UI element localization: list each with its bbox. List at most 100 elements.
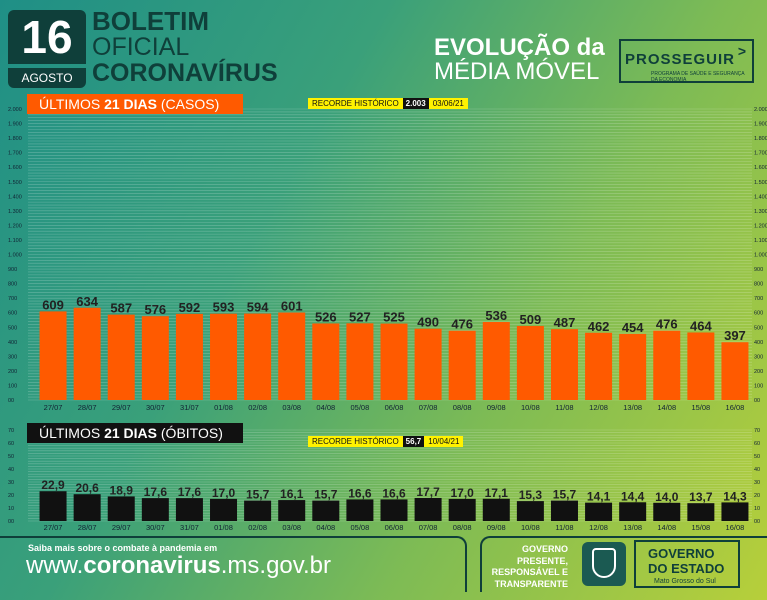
cases-category-label: 09/08 xyxy=(487,403,506,412)
cases-category-label: 05/08 xyxy=(351,403,370,412)
cases-category-label: 30/07 xyxy=(146,403,165,412)
deaths-bar xyxy=(721,502,749,521)
deaths-ytick-left: 00 xyxy=(8,519,14,525)
cases-category-label: 16/08 xyxy=(726,403,745,412)
footer-saiba-text: Saiba mais sobre o combate à pandemia em xyxy=(28,543,218,553)
deaths-bar-label: 17,1 xyxy=(485,486,509,500)
cases-chart-label: ÚLTIMOS 21 DIAS (CASOS) xyxy=(27,94,243,114)
cases-category-label: 02/08 xyxy=(248,403,267,412)
cases-category-label: 12/08 xyxy=(589,403,608,412)
cases-record-date: 03/06/21 xyxy=(428,98,468,109)
deaths-bar xyxy=(653,502,681,521)
deaths-category-label: 16/08 xyxy=(726,523,745,532)
cases-ytick-left: 1.400 xyxy=(8,194,22,200)
deaths-bar xyxy=(312,500,340,521)
cases-ytick-right: 400 xyxy=(754,340,763,346)
cases-bar xyxy=(141,316,169,400)
cases-ytick-left: 600 xyxy=(8,311,17,317)
cases-category-label: 10/08 xyxy=(521,403,540,412)
cases-bar-label: 487 xyxy=(554,315,576,330)
deaths-bar xyxy=(346,499,374,521)
date-month: AGOSTO xyxy=(8,68,86,88)
cases-bar xyxy=(653,330,681,400)
cases-ytick-right: 900 xyxy=(754,267,763,273)
cases-bar-label: 476 xyxy=(656,317,678,332)
cases-record: RECORDE HISTÓRICO 2.003 03/06/21 xyxy=(308,98,468,109)
deaths-record: RECORDE HISTÓRICO 56,7 10/04/21 xyxy=(308,436,464,447)
government-logo: GOVERNO DO ESTADO Mato Grosso do Sul xyxy=(634,540,740,588)
tagline-line-2: PRESENTE, xyxy=(516,555,568,566)
cases-ytick-right: 1.000 xyxy=(754,253,767,259)
cases-label-suffix: (CASOS) xyxy=(157,96,220,112)
footer-website: Saiba mais sobre o combate à pandemia em… xyxy=(0,536,467,592)
deaths-category-label: 04/08 xyxy=(316,523,335,532)
cases-ytick-left: 1.500 xyxy=(8,180,22,186)
cases-category-label: 28/07 xyxy=(78,403,97,412)
deaths-bar xyxy=(380,499,408,521)
cases-record-label: RECORDE HISTÓRICO xyxy=(308,98,403,109)
cases-bar-label: 476 xyxy=(451,317,473,332)
cases-bar-label: 576 xyxy=(144,302,166,317)
deaths-ytick-left: 50 xyxy=(8,454,14,460)
deaths-label-suffix: (ÓBITOS) xyxy=(157,425,223,441)
cases-ytick-left: 800 xyxy=(8,282,17,288)
section-title-line-2: MÉDIA MÓVEL xyxy=(434,58,600,85)
tagline-line-1: GOVERNO xyxy=(521,544,568,554)
cases-ytick-left: 00 xyxy=(8,398,14,404)
deaths-ytick-left: 60 xyxy=(8,441,14,447)
cases-ytick-left: 100 xyxy=(8,383,17,389)
deaths-bar-label: 17,6 xyxy=(178,485,202,499)
footer-government: GOVERNO PRESENTE, RESPONSÁVEL E TRANSPAR… xyxy=(480,536,767,592)
cases-ytick-right: 1.500 xyxy=(754,180,767,186)
cases-bar xyxy=(414,328,442,400)
cases-ytick-right: 1.900 xyxy=(754,122,767,128)
cases-ytick-left: 1.300 xyxy=(8,209,22,215)
gov-line-1: GOVERNO xyxy=(648,546,715,561)
cases-bar xyxy=(380,323,408,400)
cases-bar xyxy=(585,332,613,400)
title-line-3: CORONAVÍRUS xyxy=(92,59,278,87)
cases-bar-label: 527 xyxy=(349,309,371,324)
cases-category-label: 31/07 xyxy=(180,403,199,412)
prosseguir-logo: PROSSEGUIR > PROGRAMA DE SAÚDE E SEGURAN… xyxy=(619,39,754,83)
deaths-bar-label: 15,7 xyxy=(553,488,577,502)
cases-bar xyxy=(346,323,374,400)
cases-bar xyxy=(687,332,715,400)
cases-ytick-right: 1.800 xyxy=(754,136,767,142)
cases-ytick-right: 500 xyxy=(754,325,763,331)
deaths-bar-label: 14,3 xyxy=(723,489,747,503)
deaths-bar xyxy=(482,498,510,521)
cases-category-label: 15/08 xyxy=(691,403,710,412)
cases-ytick-left: 1.100 xyxy=(8,238,22,244)
deaths-ytick-right: 70 xyxy=(754,428,760,434)
deaths-bar-label: 17,0 xyxy=(212,486,236,500)
cases-category-label: 14/08 xyxy=(657,403,676,412)
title-line-2: OFICIAL xyxy=(92,33,190,61)
cases-bar-label: 594 xyxy=(247,300,269,315)
deaths-bar-label: 18,9 xyxy=(110,483,134,497)
deaths-ytick-left: 70 xyxy=(8,428,14,434)
deaths-bar xyxy=(244,500,272,521)
gov-line-2: DO ESTADO xyxy=(648,561,725,576)
gov-line-3: Mato Grosso do Sul xyxy=(654,578,716,585)
prosseguir-text: PROSSEGUIR xyxy=(625,51,736,68)
deaths-bar-label: 16,1 xyxy=(280,487,304,501)
cases-bar xyxy=(448,330,476,400)
cases-ytick-right: 1.100 xyxy=(754,238,767,244)
cases-bar-label: 490 xyxy=(417,315,439,330)
cases-ytick-right: 200 xyxy=(754,369,763,375)
cases-category-label: 13/08 xyxy=(623,403,642,412)
date-day: 16 xyxy=(8,10,86,64)
title-line-1: BOLETIM xyxy=(92,6,209,36)
deaths-bar xyxy=(141,498,169,521)
cases-ytick-right: 300 xyxy=(754,354,763,360)
cases-label-prefix: ÚLTIMOS xyxy=(39,96,105,112)
footer-url[interactable]: www.coronavirus.ms.gov.br xyxy=(26,552,331,580)
deaths-category-label: 09/08 xyxy=(487,523,506,532)
deaths-ytick-left: 40 xyxy=(8,467,14,473)
deaths-bar-label: 16,6 xyxy=(382,486,406,500)
cases-ytick-right: 600 xyxy=(754,311,763,317)
cases-bar xyxy=(619,333,647,400)
date-badge: 16 AGOSTO xyxy=(8,10,86,88)
deaths-record-label: RECORDE HISTÓRICO xyxy=(308,436,403,447)
